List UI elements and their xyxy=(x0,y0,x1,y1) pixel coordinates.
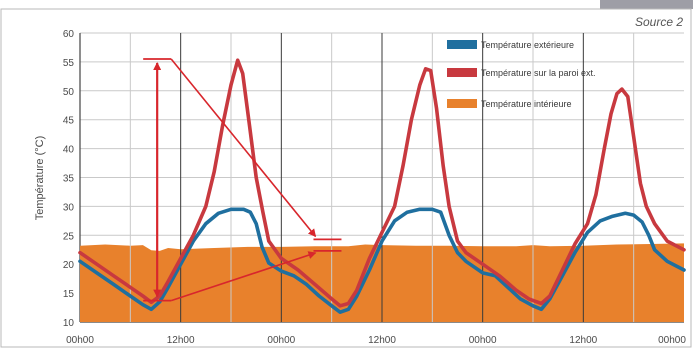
x-tick-label: 00h00 xyxy=(469,335,497,346)
corner-tab xyxy=(600,0,693,9)
y-tick-label: 15 xyxy=(63,289,75,300)
x-tick-label: 12h00 xyxy=(569,335,597,346)
series-line-outdoor-temperature xyxy=(78,207,686,315)
x-tick-labels: 00h00 12h00 00h00 12h00 00h00 12h00 00h00 xyxy=(66,335,686,346)
diagonal-arrow-top xyxy=(170,58,317,238)
y-tick-label: 55 xyxy=(63,58,75,69)
legend: Température extérieure Température sur la… xyxy=(447,40,596,109)
source-label: Source 2 xyxy=(635,15,683,29)
y-tick-label: 50 xyxy=(63,87,75,98)
y-axis-label: Température (°C) xyxy=(34,136,46,220)
vertical-grid xyxy=(129,33,635,322)
y-tick-label: 40 xyxy=(63,145,75,156)
y-tick-label: 10 xyxy=(63,318,75,329)
legend-label: Température intérieure xyxy=(481,99,572,109)
legend-label: Température sur la paroi ext. xyxy=(481,68,596,78)
x-tick-label: 00h00 xyxy=(267,335,295,346)
y-tick-label: 60 xyxy=(63,29,75,40)
chart-frame xyxy=(0,8,692,348)
y-tick-label: 20 xyxy=(63,260,75,271)
legend-swatch xyxy=(447,99,477,108)
legend-swatch xyxy=(447,40,477,49)
legend-swatch xyxy=(447,68,477,77)
x-tick-label: 12h00 xyxy=(368,335,396,346)
diagonal-arrow-bottom xyxy=(170,251,317,302)
y-tick-labels: 10 15 20 25 30 35 40 45 50 55 60 xyxy=(63,29,75,329)
line-series-layer xyxy=(78,58,686,315)
y-tick-label: 30 xyxy=(63,202,75,213)
x-tick-label: 12h00 xyxy=(167,335,195,346)
x-tick-label: 00h00 xyxy=(658,335,686,346)
series-line-wall-temperature xyxy=(78,58,686,308)
x-tick-label: 00h00 xyxy=(66,335,94,346)
annotation-arrows xyxy=(143,58,342,302)
y-tick-label: 35 xyxy=(63,174,75,185)
y-tick-label: 45 xyxy=(63,116,75,127)
y-tick-label: 25 xyxy=(63,231,75,242)
legend-label: Température extérieure xyxy=(481,40,574,50)
